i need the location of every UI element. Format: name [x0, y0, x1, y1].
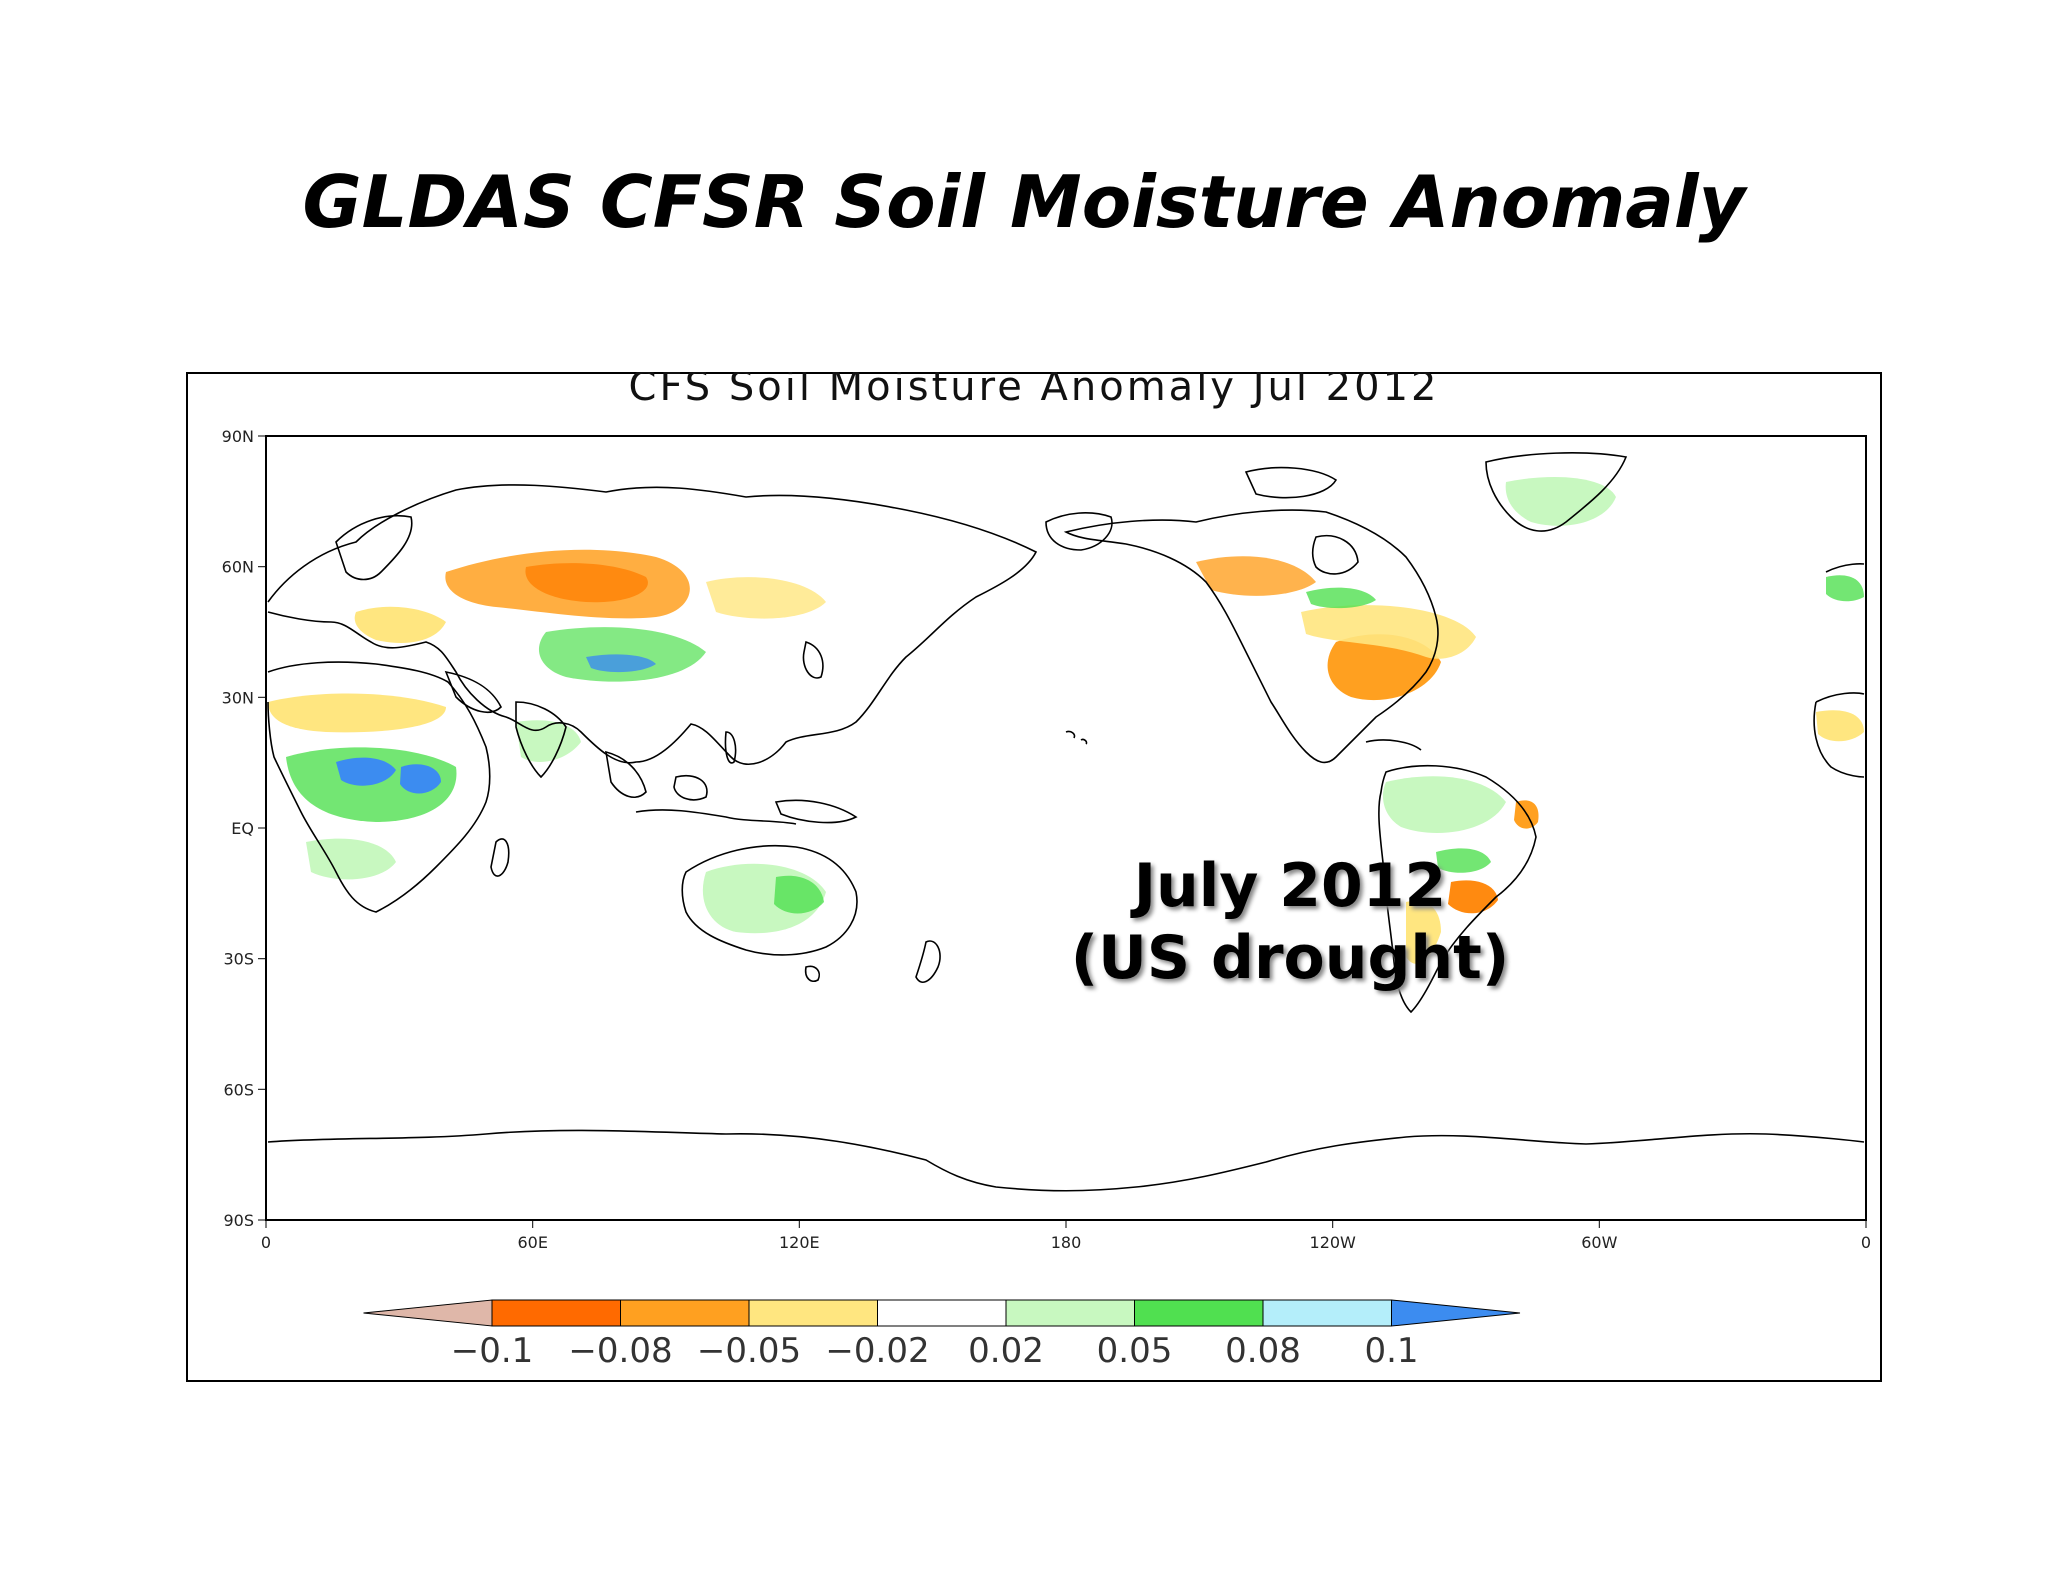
coastline-australia — [681, 844, 858, 956]
coastlines — [267, 452, 1865, 1192]
colorbar-label: −0.02 — [825, 1331, 929, 1371]
map-plot-area: 90N 60N 30N EQ 30S 60S 90S 0 60E 120E 18… — [222, 427, 1871, 1252]
coastline-hudson-bay — [1311, 535, 1359, 575]
colorbar-box — [748, 1299, 878, 1327]
colorbar-label: 0.02 — [968, 1331, 1044, 1371]
coastline-scandinavia — [335, 514, 413, 581]
anomaly-australia-green — [774, 875, 824, 914]
coastline-alaska — [1045, 512, 1113, 551]
anomaly-central-asia-blue — [586, 654, 656, 673]
colorbar-label: 0.1 — [1364, 1331, 1418, 1371]
colorbar-label: 0.08 — [1225, 1331, 1301, 1371]
colorbar-arrow-low — [363, 1299, 493, 1327]
anomaly-greenland-wet — [1505, 477, 1616, 526]
lat-label-30n: 30N — [222, 688, 254, 707]
colorbar-label: 0.05 — [1097, 1331, 1173, 1371]
anomaly-congo-blue — [336, 757, 396, 786]
lat-label-60s: 60S — [223, 1080, 254, 1099]
lat-label-eq: EQ — [231, 819, 254, 838]
anomaly-europe-right — [1826, 575, 1864, 602]
coastline-tasmania — [804, 965, 821, 983]
coastline-africa — [267, 661, 491, 913]
lat-label-30s: 30S — [223, 950, 254, 969]
coastline-greenland — [1485, 452, 1628, 532]
anomaly-amazon-wet — [1382, 776, 1506, 834]
anomaly-us-drought-outer — [1301, 605, 1476, 659]
coastline-arabia — [444, 670, 502, 713]
annotation: July 2012 (US drought) — [1030, 850, 1550, 994]
coastline-indonesia — [635, 809, 797, 825]
anomaly-fills — [268, 477, 1864, 964]
coastline-europe-right — [1825, 563, 1865, 573]
lon-label-0-end: 0 — [1861, 1233, 1871, 1252]
anomaly-brazil-blue — [1436, 848, 1491, 873]
map-figure: CFS Soil Moisture Anomaly Jul 2012 — [222, 372, 1871, 1371]
anomaly-siberia-weak — [706, 577, 826, 619]
colorbar-box — [491, 1299, 621, 1327]
anomaly-canada-dry — [1196, 556, 1316, 596]
coastline-philippines — [724, 731, 737, 764]
coastline-hawaii — [1065, 730, 1088, 745]
anomaly-sahel-dry — [268, 693, 446, 733]
coastline-canadian-arctic — [1244, 466, 1338, 499]
anomaly-south-africa-wet — [306, 838, 396, 880]
anomaly-central-asia-wet — [538, 627, 706, 682]
lon-label-60e: 60E — [517, 1233, 547, 1252]
anomaly-russia-core — [525, 563, 648, 603]
colorbar-box — [1005, 1299, 1135, 1327]
lon-label-0: 0 — [261, 1233, 271, 1252]
coastline-se-asia — [605, 750, 647, 798]
anomaly-congo-blue-2 — [400, 764, 441, 794]
lon-label-180: 180 — [1051, 1233, 1082, 1252]
anomaly-west-africa-right — [1816, 710, 1864, 742]
annotation-line-2: (US drought) — [1070, 923, 1510, 993]
lon-label-120e: 120E — [779, 1233, 820, 1252]
colorbar-box — [877, 1299, 1007, 1327]
lat-axis: 90N 60N 30N EQ 30S 60S 90S — [222, 427, 266, 1230]
lat-label-60n: 60N — [222, 558, 254, 577]
coastline-south-america — [1378, 764, 1537, 1014]
colorbar-label: −0.08 — [568, 1331, 672, 1371]
anomaly-europe-weak — [354, 606, 446, 643]
coastline-borneo — [673, 775, 708, 801]
coastline-new-zealand — [915, 940, 941, 983]
coastline-madagascar — [490, 838, 510, 877]
colorbar-label: −0.1 — [451, 1331, 534, 1371]
anomaly-patagonia-weak — [1406, 900, 1441, 964]
colorbar: −0.1 −0.08 −0.05 −0.02 0.02 0.05 0.08 0.1 — [363, 1299, 1521, 1371]
colorbar-arrow-high — [1391, 1299, 1521, 1327]
lat-label-90s: 90S — [223, 1211, 254, 1230]
slide-title: GLDAS CFSR Soil Moisture Anomaly — [302, 160, 1746, 244]
lon-label-60w: 60W — [1581, 1233, 1617, 1252]
colorbar-box — [620, 1299, 750, 1327]
colorbar-box — [1262, 1299, 1392, 1327]
coastline-north-america — [1063, 509, 1439, 764]
coastline-india — [515, 701, 567, 779]
lat-label-90n: 90N — [222, 427, 254, 446]
anomaly-canada-wet — [1306, 587, 1376, 609]
annotation-line-1: July 2012 — [1133, 851, 1447, 921]
coastline-caribbean — [1365, 739, 1422, 751]
map-title: CFS Soil Moisture Anomaly Jul 2012 — [629, 372, 1440, 410]
coastline-new-guinea — [774, 799, 858, 824]
colorbar-box — [1134, 1299, 1264, 1327]
coastline-eurasia — [267, 484, 1038, 766]
lon-axis: 0 60E 120E 180 120W 60W 0 — [261, 1220, 1871, 1252]
colorbar-label: −0.05 — [697, 1331, 801, 1371]
lon-label-120w: 120W — [1310, 1233, 1357, 1252]
coastline-japan — [802, 640, 824, 679]
coastline-africa-right — [1813, 692, 1865, 778]
coastline-antarctica — [267, 1129, 1865, 1192]
anomaly-argentina-dry — [1448, 880, 1498, 914]
